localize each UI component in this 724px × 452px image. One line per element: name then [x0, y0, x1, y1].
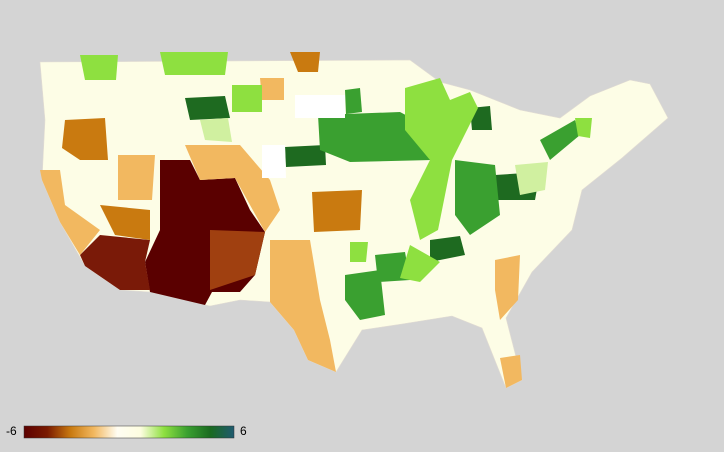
- legend-max-label: 6: [240, 424, 247, 438]
- region: [185, 96, 540, 262]
- us-map: [39, 52, 669, 389]
- region: [318, 88, 580, 320]
- region: [62, 52, 362, 240]
- region: [80, 52, 592, 282]
- legend-min-label: -6: [6, 424, 17, 438]
- region: [80, 235, 150, 290]
- color-bar: [23, 425, 235, 439]
- color-legend: -6 6: [6, 424, 247, 439]
- region: [262, 95, 345, 178]
- region: [210, 230, 265, 290]
